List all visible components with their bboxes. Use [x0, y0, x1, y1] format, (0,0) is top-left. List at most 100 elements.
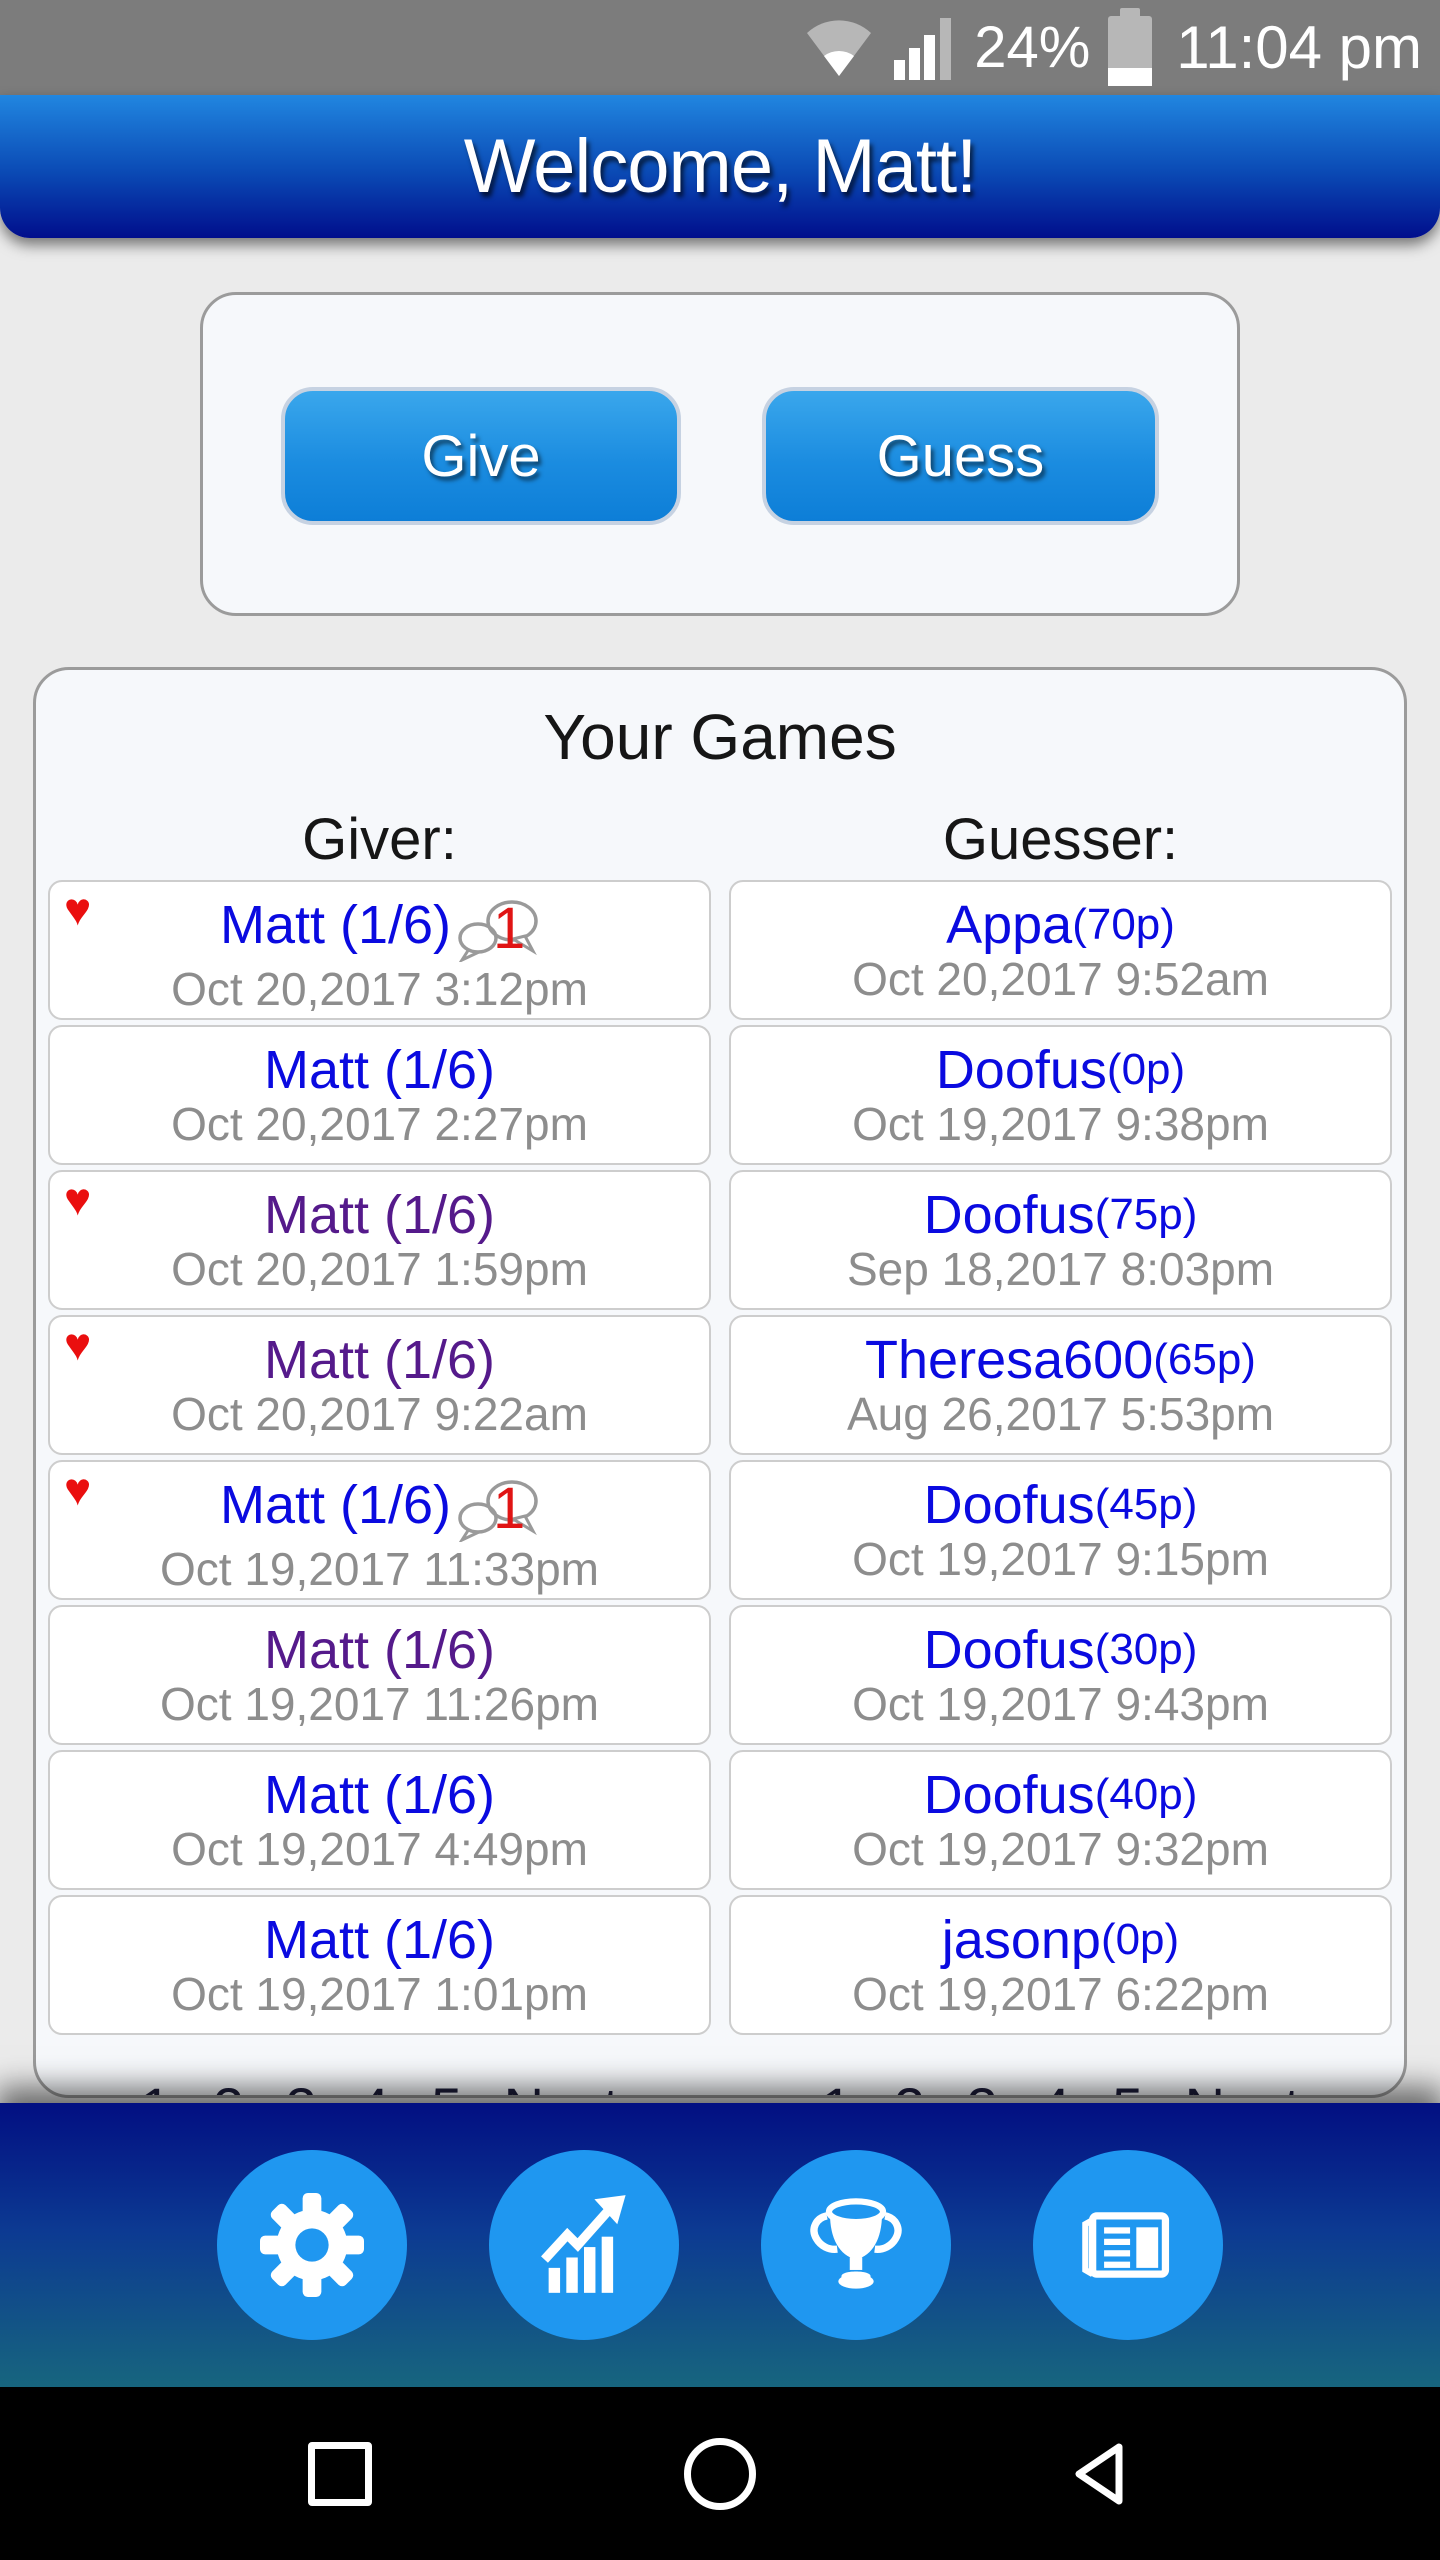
- guesser-game-link[interactable]: Doofus: [923, 1765, 1095, 1825]
- giver-name-line: Matt (1/6): [264, 1623, 495, 1677]
- unread-count-badge: 1: [493, 896, 525, 961]
- guesser-name-line: jasonp (0p): [942, 1913, 1179, 1967]
- battery-icon: [1108, 7, 1153, 86]
- giver-game-link[interactable]: Matt (1/6): [263, 1765, 496, 1825]
- game-date: Oct 19,2017 6:22pm: [852, 1968, 1269, 2020]
- guesser-pagination[interactable]: 1 2 3 4 5 Next: [729, 2075, 1392, 2095]
- guesser-game-row[interactable]: Doofus (40p) Oct 19,2017 9:32pm: [729, 1750, 1392, 1890]
- unread-chat-icon: 1: [458, 896, 538, 962]
- giver-game-row[interactable]: ♥ Matt (1/6) Oct 20,2017 1:59pm: [48, 1170, 711, 1310]
- game-date: Oct 20,2017 9:52am: [852, 953, 1269, 1005]
- games-title: Your Games: [543, 701, 897, 773]
- favorite-heart-icon: ♥: [64, 1318, 92, 1370]
- game-date: Oct 19,2017 9:32pm: [852, 1823, 1269, 1875]
- giver-name-line: Matt (1/6) 1: [220, 1468, 539, 1542]
- game-date: Oct 19,2017 11:33pm: [160, 1543, 599, 1595]
- guesser-game-row[interactable]: Appa (70p) Oct 20,2017 9:52am: [729, 880, 1392, 1020]
- giver-name-line: Matt (1/6): [264, 1333, 495, 1387]
- giver-name-line: Matt (1/6) 1: [220, 888, 539, 962]
- giver-game-link[interactable]: Matt (1/6): [219, 895, 452, 955]
- guesser-game-row[interactable]: jasonp (0p) Oct 19,2017 6:22pm: [729, 1895, 1392, 2035]
- game-columns: ♥ Matt (1/6) 1 Oct 20,2017 3:12pm ♥ Matt…: [48, 880, 1392, 2035]
- guesser-game-row[interactable]: Doofus (45p) Oct 19,2017 9:15pm: [729, 1460, 1392, 1600]
- giver-game-row[interactable]: ♥ Matt (1/6) 1 Oct 19,2017 11:33pm: [48, 1460, 711, 1600]
- giver-game-row[interactable]: ♥ Matt (1/6) Oct 19,2017 1:01pm: [48, 1895, 711, 2035]
- status-time: 11:04 pm: [1176, 14, 1422, 81]
- battery-percent: 24%: [974, 15, 1091, 80]
- game-date: Oct 19,2017 9:43pm: [852, 1678, 1269, 1730]
- guesser-points: (65p): [1153, 1335, 1256, 1384]
- game-date: Oct 19,2017 11:26pm: [160, 1678, 599, 1730]
- unread-chat-icon: 1: [458, 1476, 538, 1542]
- guesser-points: (40p): [1094, 1770, 1198, 1819]
- guesser-game-row[interactable]: Theresa600 (65p) Aug 26,2017 5:53pm: [729, 1315, 1392, 1455]
- guesser-name-line: Doofus (0p): [936, 1043, 1185, 1097]
- guesser-game-link[interactable]: Appa: [946, 895, 1073, 955]
- your-games-card: Your Games Giver: Guesser: ♥ Matt (1/6) …: [33, 667, 1407, 2098]
- game-date: Oct 20,2017 1:59pm: [171, 1243, 588, 1295]
- giver-pagination[interactable]: 1 2 3 4 5 Next: [48, 2075, 711, 2095]
- app-header: Welcome, Matt!: [0, 95, 1440, 238]
- guesser-game-row[interactable]: Doofus (30p) Oct 19,2017 9:43pm: [729, 1605, 1392, 1745]
- guesser-column: Appa (70p) Oct 20,2017 9:52am Doofus (0p…: [729, 880, 1392, 2035]
- giver-game-row[interactable]: ♥ Matt (1/6) Oct 20,2017 2:27pm: [48, 1025, 711, 1165]
- giver-game-row[interactable]: ♥ Matt (1/6) Oct 19,2017 4:49pm: [48, 1750, 711, 1890]
- giver-name-line: Matt (1/6): [264, 1188, 495, 1242]
- back-triangle-icon[interactable]: [1071, 2442, 1135, 2506]
- news-icon: [1082, 2212, 1170, 2278]
- guesser-name-line: Doofus (40p): [924, 1768, 1198, 1822]
- android-nav-bar: [0, 2387, 1440, 2560]
- give-button[interactable]: Give: [281, 387, 681, 525]
- giver-header: Giver:: [302, 807, 457, 872]
- news-button[interactable]: [1033, 2150, 1223, 2340]
- guesser-name-line: Doofus (75p): [924, 1188, 1198, 1242]
- recents-square-icon[interactable]: [308, 2441, 372, 2506]
- giver-game-row[interactable]: ♥ Matt (1/6) Oct 20,2017 9:22am: [48, 1315, 711, 1455]
- game-date: Oct 19,2017 9:38pm: [852, 1098, 1269, 1150]
- giver-game-row[interactable]: ♥ Matt (1/6) 1 Oct 20,2017 3:12pm: [48, 880, 711, 1020]
- guesser-game-link[interactable]: Theresa600: [865, 1330, 1154, 1390]
- giver-name-line: Matt (1/6): [264, 1043, 495, 1097]
- bottom-nav-bar: [0, 2103, 1440, 2387]
- guesser-game-link[interactable]: Doofus: [935, 1040, 1107, 1100]
- game-date: Oct 20,2017 2:27pm: [171, 1098, 588, 1150]
- guesser-points: (75p): [1094, 1190, 1198, 1239]
- favorite-heart-icon: ♥: [64, 1463, 92, 1515]
- trophy-button[interactable]: [761, 2150, 951, 2340]
- pagination-row: 1 2 3 4 5 Next 1 2 3 4 5 Next: [48, 2075, 1392, 2095]
- actions-card: Give Guess: [200, 292, 1240, 616]
- settings-button[interactable]: [217, 2150, 407, 2340]
- giver-game-link[interactable]: Matt (1/6): [263, 1185, 496, 1245]
- game-date: Sep 18,2017 8:03pm: [846, 1243, 1275, 1295]
- giver-name-line: Matt (1/6): [264, 1768, 495, 1822]
- guesser-game-row[interactable]: Doofus (0p) Oct 19,2017 9:38pm: [729, 1025, 1392, 1165]
- guesser-game-link[interactable]: Doofus: [923, 1475, 1095, 1535]
- guesser-points: (30p): [1094, 1625, 1198, 1674]
- guesser-game-link[interactable]: Doofus: [923, 1185, 1095, 1245]
- guesser-header: Guesser:: [942, 807, 1179, 872]
- giver-game-row[interactable]: ♥ Matt (1/6) Oct 19,2017 11:26pm: [48, 1605, 711, 1745]
- guesser-game-row[interactable]: Doofus (75p) Sep 18,2017 8:03pm: [729, 1170, 1392, 1310]
- game-date: Oct 19,2017 1:01pm: [171, 1968, 588, 2020]
- guesser-game-link[interactable]: Doofus: [923, 1620, 1095, 1680]
- game-date: Oct 20,2017 3:12pm: [171, 963, 588, 1015]
- giver-column: ♥ Matt (1/6) 1 Oct 20,2017 3:12pm ♥ Matt…: [48, 880, 711, 2035]
- trophy-icon: [810, 2198, 902, 2289]
- giver-game-link[interactable]: Matt (1/6): [263, 1330, 496, 1390]
- game-date: Oct 19,2017 4:49pm: [171, 1823, 588, 1875]
- home-circle-icon[interactable]: [684, 2437, 756, 2510]
- giver-game-link[interactable]: Matt (1/6): [263, 1040, 496, 1100]
- giver-game-link[interactable]: Matt (1/6): [263, 1910, 496, 1970]
- guesser-points: (45p): [1094, 1480, 1198, 1529]
- giver-game-link[interactable]: Matt (1/6): [263, 1620, 496, 1680]
- guesser-points: (70p): [1072, 900, 1175, 949]
- guesser-game-link[interactable]: jasonp: [941, 1910, 1101, 1970]
- gear-icon: [260, 2193, 364, 2297]
- stats-button[interactable]: [489, 2150, 679, 2340]
- favorite-heart-icon: ♥: [64, 1173, 92, 1225]
- guess-button[interactable]: Guess: [762, 387, 1159, 525]
- giver-game-link[interactable]: Matt (1/6): [219, 1475, 452, 1535]
- guesser-points: (0p): [1106, 1045, 1186, 1094]
- signal-bars-icon: [894, 17, 952, 80]
